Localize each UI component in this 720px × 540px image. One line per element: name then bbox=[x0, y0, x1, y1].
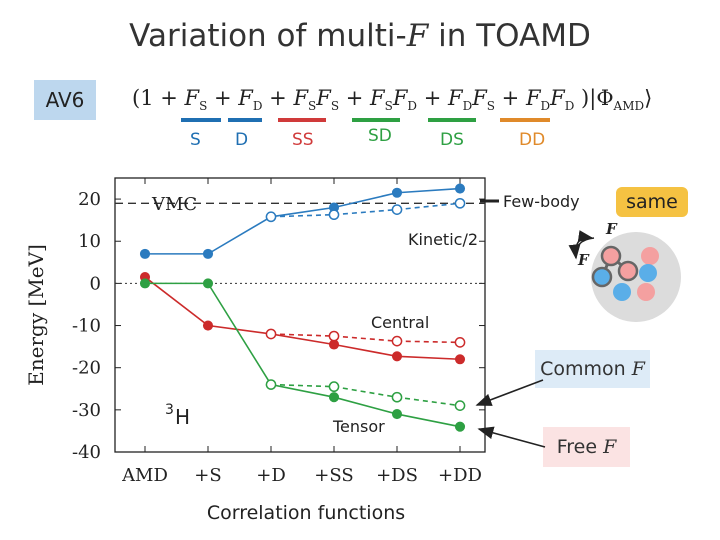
data-point bbox=[391, 409, 403, 420]
data-point bbox=[454, 421, 466, 432]
common-arrow bbox=[475, 379, 544, 406]
x-axis: AMD +S +D +SS +DS +DD bbox=[121, 178, 482, 486]
x-tick-label: AMD bbox=[121, 465, 168, 486]
data-point bbox=[265, 379, 277, 390]
x-tick-label: +SS bbox=[314, 465, 353, 486]
tensor-label: Tensor bbox=[332, 417, 385, 436]
series-line bbox=[270, 383, 461, 407]
data-point bbox=[391, 187, 403, 198]
data-point bbox=[202, 320, 214, 331]
term-underline bbox=[278, 118, 326, 122]
free-arrow bbox=[477, 426, 546, 448]
data-point bbox=[454, 183, 466, 194]
data-point bbox=[391, 204, 403, 215]
data-point bbox=[454, 400, 466, 411]
series-line bbox=[144, 276, 461, 361]
term-label: DS bbox=[440, 130, 464, 150]
kinetic-label: Kinetic/2 bbox=[408, 230, 478, 249]
series-tensor-common-f bbox=[265, 379, 466, 411]
term-underline bbox=[181, 118, 221, 122]
term-underline bbox=[228, 118, 262, 122]
data-point bbox=[328, 209, 340, 221]
few-body-label: Few-body bbox=[503, 192, 580, 211]
series-layer bbox=[139, 183, 466, 432]
series-line bbox=[270, 333, 461, 344]
series-central-common-f bbox=[265, 328, 466, 348]
data-point bbox=[139, 278, 151, 289]
term-underline bbox=[428, 118, 476, 122]
data-point bbox=[454, 337, 466, 348]
x-tick-label: +DD bbox=[438, 465, 482, 486]
series-line bbox=[145, 282, 461, 428]
y-tick-label: -40 bbox=[72, 442, 101, 463]
x-axis-label: Correlation functions bbox=[207, 502, 405, 524]
nucleus-symbol: H bbox=[175, 405, 190, 429]
data-point bbox=[265, 328, 277, 340]
x-tick-label: +DS bbox=[376, 465, 418, 486]
data-point bbox=[202, 278, 214, 289]
data-point bbox=[202, 248, 214, 259]
series-line bbox=[270, 202, 461, 218]
term-label: DD bbox=[519, 130, 546, 150]
nucleus-mass: 3 bbox=[165, 402, 174, 418]
y-tick-label: 10 bbox=[78, 231, 101, 252]
term-label: SS bbox=[292, 130, 314, 150]
y-axis: 20 10 0 -10 -20 -30 -40 bbox=[72, 189, 485, 463]
x-tick-label: +S bbox=[194, 465, 221, 486]
term-label: D bbox=[235, 130, 249, 150]
data-point bbox=[139, 248, 151, 259]
vmc-label: VMC bbox=[151, 194, 197, 215]
data-point bbox=[328, 339, 340, 350]
page-title: Variation of multi-F in TOAMD bbox=[129, 18, 591, 54]
term-underline bbox=[352, 118, 400, 122]
correlation-formula: (1 + FS + FD + FSFS + FSFD + FDFS + FDFD… bbox=[132, 86, 653, 114]
y-tick-label: 20 bbox=[78, 189, 101, 210]
y-axis-label: Energy [MeV] bbox=[24, 244, 48, 386]
formula-term: FS + bbox=[184, 86, 239, 114]
series-line bbox=[145, 187, 461, 255]
plot-frame bbox=[114, 177, 486, 453]
data-point bbox=[265, 211, 277, 223]
data-point bbox=[454, 197, 466, 209]
central-label: Central bbox=[371, 313, 429, 332]
series-kinetic-2 bbox=[265, 197, 466, 223]
series-few-body bbox=[139, 183, 466, 259]
formula-term: FSFD + bbox=[370, 86, 448, 114]
f-symbol-bottom: F bbox=[577, 251, 590, 269]
data-point bbox=[391, 335, 403, 347]
y-tick-label: -30 bbox=[72, 400, 101, 421]
particle-cluster-icon bbox=[568, 230, 681, 322]
term-underline bbox=[500, 118, 550, 122]
formula-term: FDFS + bbox=[447, 86, 526, 114]
formula-term: FSFS + bbox=[293, 86, 371, 114]
data-point bbox=[454, 354, 466, 365]
formula-term: FDFD bbox=[525, 86, 575, 114]
term-label: S bbox=[190, 130, 201, 150]
y-tick-label: -10 bbox=[72, 316, 101, 337]
formula-term: FD + bbox=[238, 86, 294, 114]
x-tick-label: +D bbox=[256, 465, 286, 486]
free-f-label: Free F bbox=[543, 427, 630, 467]
interaction-badge: AV6 bbox=[34, 80, 96, 120]
data-point bbox=[328, 381, 340, 393]
data-point bbox=[328, 392, 340, 403]
common-f-label: Common F bbox=[535, 350, 650, 388]
term-label: SD bbox=[368, 126, 392, 146]
data-point bbox=[328, 330, 340, 342]
y-tick-label: -20 bbox=[72, 358, 101, 379]
data-point bbox=[391, 391, 403, 403]
f-symbol-top: F bbox=[605, 220, 618, 238]
same-badge: same bbox=[616, 187, 688, 217]
data-point bbox=[391, 351, 403, 362]
y-tick-label: 0 bbox=[90, 273, 101, 294]
